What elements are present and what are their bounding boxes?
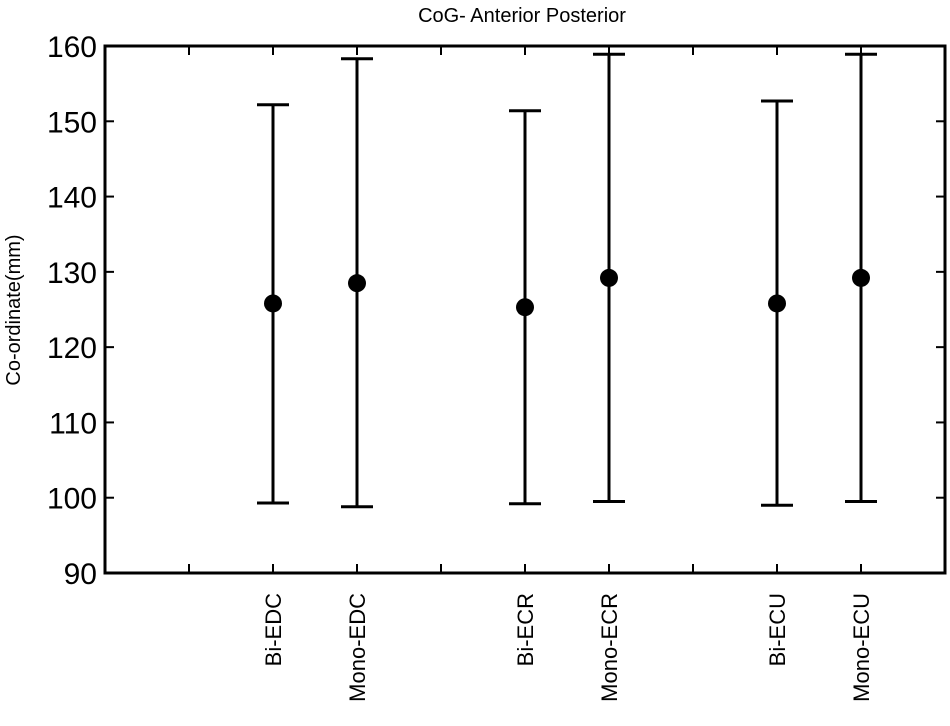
y-tick-label: 160 [47, 31, 97, 64]
x-tick-label: Bi-ECR [513, 593, 538, 666]
chart-title: CoG- Anterior Posterior [418, 5, 626, 27]
plot-area-frame [103, 44, 947, 575]
mean-point [348, 274, 366, 293]
y-tick-label: 90 [64, 558, 97, 591]
y-tick-label: 100 [47, 483, 97, 516]
x-tick-label: Mono-ECU [849, 593, 874, 702]
y-tick-label: 150 [47, 106, 97, 139]
y-tick-label: 140 [47, 182, 97, 215]
x-tick-label: Bi-EDC [261, 593, 286, 666]
mean-point [768, 294, 786, 313]
x-tick-label: Bi-ECU [765, 593, 790, 666]
x-tick-label: Mono-EDC [345, 593, 370, 702]
mean-point [600, 268, 618, 287]
mean-point [516, 298, 534, 317]
axis-ticks-layer: 90 100 110 120 130 140 150 160 Bi-EDC Mono-EDC Bi-… [47, 31, 945, 702]
mean-point [852, 268, 870, 287]
mean-markers-layer [264, 268, 870, 317]
x-tick-label: Mono-ECR [597, 593, 622, 702]
mean-point [264, 294, 282, 313]
y-axis-label: Co-ordinate(mm) [3, 234, 25, 385]
y-tick-label: 130 [47, 257, 97, 290]
y-tick-label: 120 [47, 332, 97, 365]
y-tick-label: 110 [49, 407, 97, 440]
